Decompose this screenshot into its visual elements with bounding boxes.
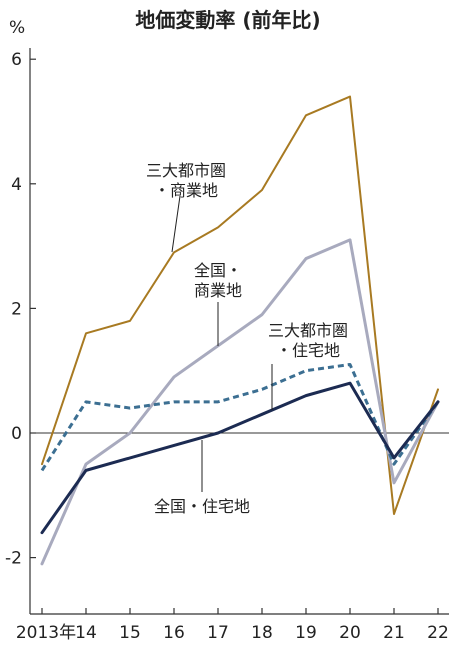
series-line-2 bbox=[40, 362, 440, 472]
series-label-text: 全国・住宅地 bbox=[154, 497, 250, 516]
y-tick-label: -2 bbox=[5, 549, 22, 569]
series-label-text: 三大都市圏・商業地 bbox=[146, 161, 226, 200]
series-label-0: 三大都市圏・商業地 bbox=[146, 161, 226, 253]
series-label-text: 三大都市圏・住宅地 bbox=[268, 321, 348, 360]
leader-line bbox=[171, 195, 181, 253]
series-label-line: ・住宅地 bbox=[276, 341, 340, 360]
y-tick-label: 0 bbox=[11, 424, 22, 444]
x-tick-label: 22 bbox=[427, 623, 449, 643]
x-tick-label: 16 bbox=[163, 623, 185, 643]
series-line-3 bbox=[40, 381, 440, 535]
x-tick-label: 19 bbox=[295, 623, 317, 643]
series-label-line: 商業地 bbox=[194, 281, 242, 300]
x-tick-label: 14 bbox=[75, 623, 97, 643]
series-line-1 bbox=[40, 238, 440, 566]
x-tick-label: 18 bbox=[251, 623, 273, 643]
y-axis-unit: % bbox=[9, 18, 25, 38]
series-label-2: 三大都市圏・住宅地 bbox=[268, 321, 348, 410]
series-label-line: 全国・ bbox=[194, 261, 242, 280]
series-label-3: 全国・住宅地 bbox=[154, 440, 250, 516]
series-label-1: 全国・商業地 bbox=[194, 261, 242, 346]
x-tick-label: 17 bbox=[207, 623, 229, 643]
series-label-line: ・商業地 bbox=[154, 181, 218, 200]
plot-area: -2 0 2 4 6 2013年 14 15 16 17 18 19 20 21 22 bbox=[5, 48, 449, 643]
series-label-line: 全国・住宅地 bbox=[154, 497, 250, 516]
y-tick-label: 4 bbox=[11, 175, 22, 195]
x-tick-label: 15 bbox=[119, 623, 141, 643]
series-label-line: 三大都市圏 bbox=[268, 321, 348, 340]
series-label-line: 三大都市圏 bbox=[146, 161, 226, 180]
x-tick-label: 2013年 bbox=[16, 623, 76, 643]
series-label-text: 全国・商業地 bbox=[194, 261, 242, 300]
y-tick-label: 6 bbox=[11, 50, 22, 70]
x-tick-label: 21 bbox=[383, 623, 405, 643]
y-tick-label: 2 bbox=[11, 299, 22, 319]
chart-title: 地価変動率 (前年比) bbox=[135, 8, 320, 32]
x-tick-label: 20 bbox=[339, 623, 361, 643]
series-line-0 bbox=[41, 95, 439, 515]
